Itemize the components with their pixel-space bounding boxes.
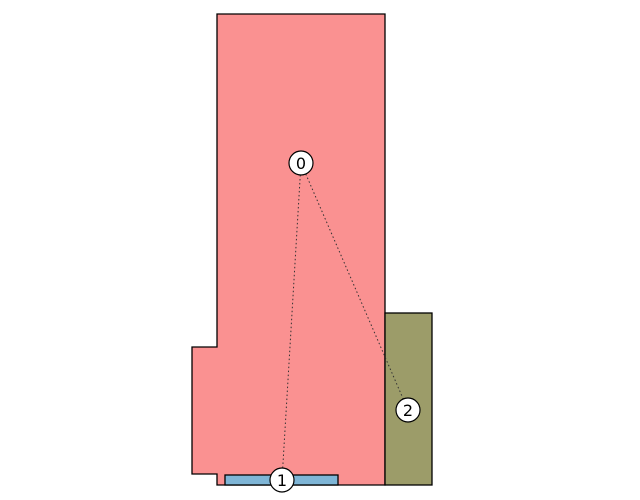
edge-0-1 [281, 162, 302, 481]
node-1-label: 1 [277, 471, 287, 490]
node-0-circle [288, 150, 314, 176]
node-1: 1 [269, 467, 295, 493]
node-1-circle [269, 467, 295, 493]
node-2-label: 2 [403, 401, 413, 420]
room-main [191, 13, 386, 486]
node-2-circle [395, 397, 421, 423]
node-0: 0 [288, 150, 314, 176]
node-0-label: 0 [296, 154, 306, 173]
node-2: 2 [395, 397, 421, 423]
edge-0-2 [300, 162, 409, 411]
